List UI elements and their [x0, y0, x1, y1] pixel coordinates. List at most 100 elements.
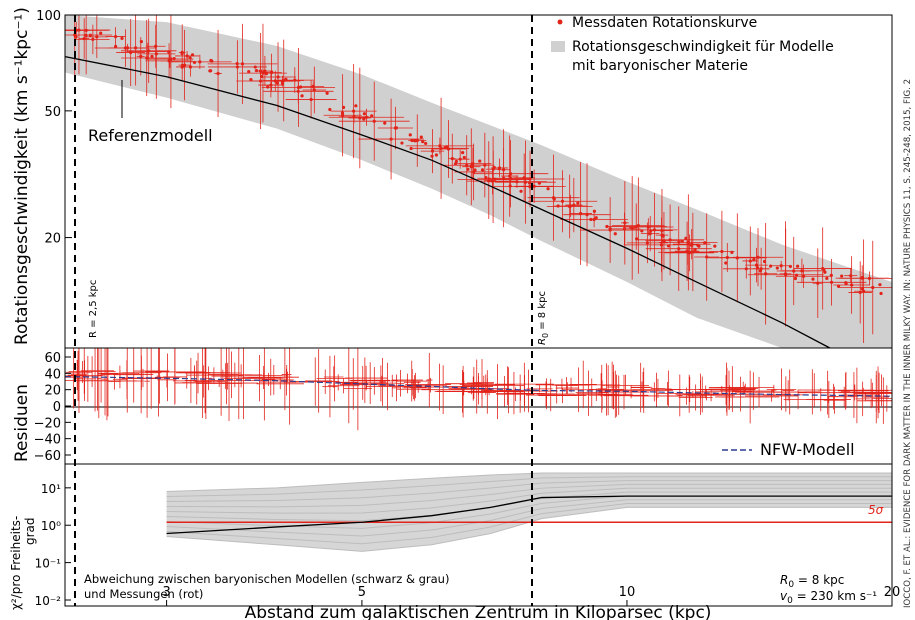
x-ticks: 3 5 10 20 [162, 585, 900, 606]
measured-point [636, 224, 640, 228]
measured-point [185, 54, 189, 58]
grey-model-line [166, 503, 892, 545]
measured-point [450, 157, 454, 161]
measured-point [623, 221, 627, 225]
measured-point [523, 180, 528, 184]
x-tick-label: 5 [358, 585, 366, 600]
measured-point [850, 283, 854, 287]
measured-point [491, 167, 495, 171]
measured-point [793, 276, 798, 281]
measured-point [269, 70, 274, 75]
legend-band-swatch [551, 41, 565, 52]
measured-point [858, 290, 862, 295]
measured-point [114, 44, 118, 49]
measured-point [372, 119, 376, 123]
measured-point [825, 276, 829, 280]
measured-point [461, 151, 465, 155]
measured-point [662, 240, 666, 244]
measured-point [508, 184, 512, 188]
measured-point [299, 85, 303, 89]
measured-point [794, 273, 799, 277]
measured-point [458, 157, 462, 161]
measured-point [756, 255, 760, 259]
vline-r0-label: R0 = 8 kpc [537, 291, 550, 345]
measured-point [453, 162, 458, 166]
legend-band-label-line1: Rotationsgeschwindigkeit für Modelle [572, 39, 834, 55]
measured-point [352, 115, 356, 119]
measured-point [120, 36, 124, 40]
measured-point [775, 266, 779, 270]
measured-point [188, 56, 192, 60]
measured-point [192, 60, 197, 65]
x-tick-label: 3 [162, 585, 170, 600]
measured-point [501, 168, 506, 172]
measured-point [469, 164, 474, 168]
measured-point [147, 49, 151, 53]
measured-point [328, 107, 332, 112]
rotation-curve-panel: 100 50 20 Messdaten Rotationskurve Rotatio… [36, 9, 893, 349]
measured-point [264, 72, 268, 76]
measured-point [125, 46, 130, 50]
measured-point [829, 273, 833, 278]
measured-point [608, 228, 612, 232]
measured-point [546, 187, 550, 191]
measured-point [167, 50, 171, 54]
grey-model-line [166, 480, 892, 502]
chi2-y-axis-label-line1: χ²/pro Freiheits- [9, 516, 23, 610]
measured-point [247, 69, 251, 74]
measured-point [568, 204, 573, 208]
measured-point [145, 56, 149, 60]
measured-point [744, 267, 748, 271]
measured-point [693, 247, 697, 252]
legend-nfw-label: NFW-Modell [760, 440, 855, 459]
measured-point [88, 33, 92, 37]
measured-point [430, 149, 435, 153]
measured-point [84, 33, 88, 37]
measured-point [408, 133, 412, 137]
measured-point [684, 236, 688, 240]
measured-point [487, 178, 491, 182]
measured-point [491, 178, 495, 182]
measured-point [560, 199, 565, 203]
measured-point [630, 226, 634, 230]
top-y-tick-label: 100 [36, 9, 61, 24]
measured-point [592, 217, 596, 222]
measured-point [172, 56, 176, 61]
measured-point [528, 177, 532, 181]
measured-point [730, 250, 734, 255]
five-sigma-label: 5σ [868, 503, 884, 517]
grey-model-line [166, 483, 892, 508]
measured-point [871, 285, 875, 290]
measured-point [648, 232, 652, 236]
measured-point [668, 238, 672, 242]
measured-point [703, 241, 707, 245]
measured-point [697, 244, 701, 248]
measured-point [816, 281, 820, 285]
measured-point [466, 167, 470, 171]
nfw-model-line [64, 376, 893, 397]
measured-points [73, 28, 883, 296]
measured-point [269, 83, 273, 87]
measured-point [878, 283, 882, 287]
measured-point [605, 224, 609, 229]
measured-point [413, 139, 417, 143]
measured-point [677, 240, 681, 244]
measured-point [465, 163, 469, 167]
measured-point [622, 227, 627, 231]
residual-y-tick-label: −20 [34, 416, 61, 431]
chi2-reference-line [166, 495, 892, 535]
measured-point [364, 115, 369, 119]
measured-point [589, 217, 593, 222]
measured-point [484, 176, 488, 180]
measured-point [84, 28, 88, 32]
measured-point [258, 69, 263, 73]
measured-point [522, 176, 526, 180]
measured-point [129, 50, 133, 55]
measured-point [400, 141, 404, 145]
measured-point [735, 256, 739, 260]
measured-point [300, 94, 304, 98]
measured-point [249, 78, 253, 82]
measured-point [829, 280, 834, 284]
